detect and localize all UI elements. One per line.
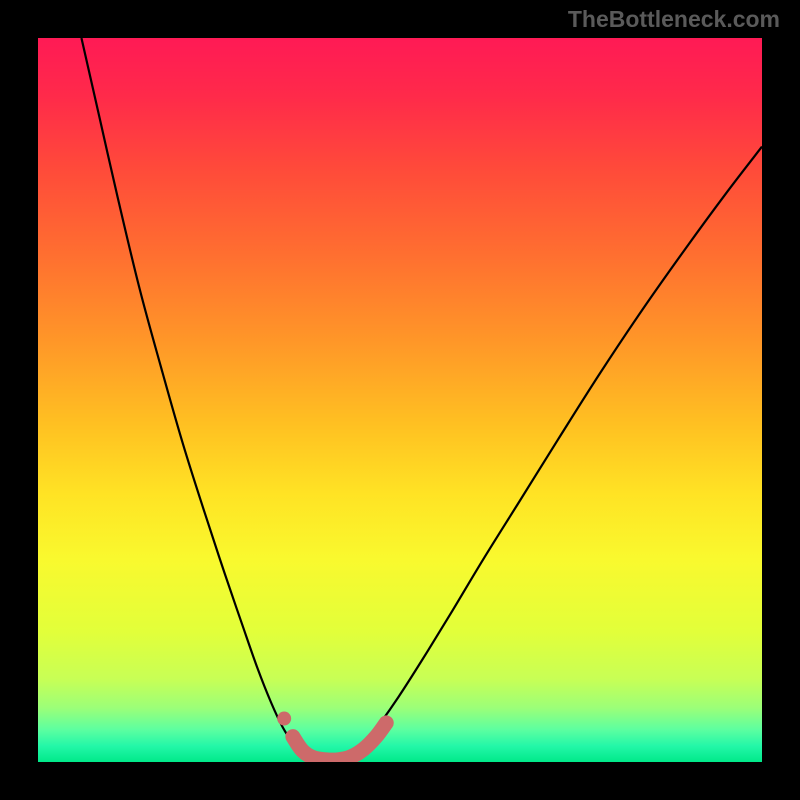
watermark-text: TheBottleneck.com: [568, 6, 780, 33]
highlight-dot: [277, 712, 291, 726]
plot-area: [38, 38, 762, 762]
curve-left-branch: [81, 38, 311, 759]
highlight-segment: [293, 723, 386, 760]
chart-container: TheBottleneck.com: [0, 0, 800, 800]
curve-right-branch: [349, 147, 762, 760]
curve-svg: [38, 38, 762, 762]
